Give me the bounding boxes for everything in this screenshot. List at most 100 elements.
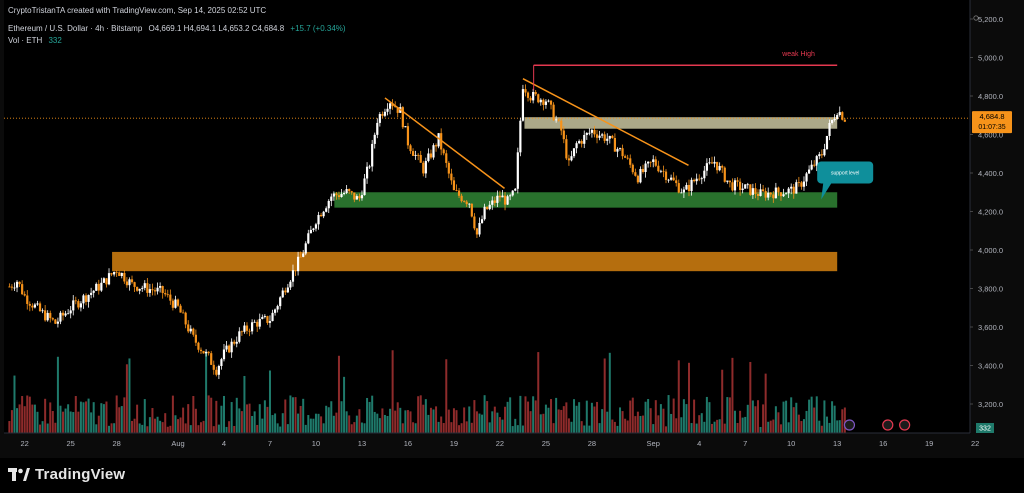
candle-body [15,281,19,288]
volume-bar [312,418,315,433]
candle-body [378,114,381,123]
trendline-1 [384,97,505,189]
volume-bar [698,415,701,433]
candle-body [659,170,662,172]
candle-body [205,351,208,354]
volume-bar [256,424,259,433]
price-tick-label: 5,000.0 [978,54,1003,63]
candle-body [841,112,844,120]
candle-body [526,92,530,98]
candle-body [330,196,333,201]
candle-body [33,304,37,308]
candle-body [184,312,187,325]
candle-body [182,312,185,314]
candle-body [202,351,205,354]
volume-bar [10,410,13,433]
candle-body [616,148,619,152]
volume-bar [325,405,328,433]
volume-bar [562,406,565,433]
volume-bar [700,413,703,433]
candle-body [703,170,706,179]
candle-body [585,132,588,135]
candle-body [210,353,213,365]
time-tick-label: 10 [312,439,320,448]
price-tick-label: 5,200.0 [978,15,1003,24]
candle-body [483,206,486,220]
price-tick-label: 4,200.0 [978,208,1003,217]
candle-body [784,193,788,195]
volume-bar [41,421,44,433]
volume-bar [363,423,366,433]
volume-bar [657,415,660,433]
price-chart[interactable]: weak High support level 5,200.0 5,000.0 4,80… [0,0,1024,458]
candle-body [457,190,461,196]
candle-body [194,334,197,343]
candle-body [751,188,754,195]
candle-body [723,167,726,182]
candle-body [113,271,116,275]
tradingview-brand[interactable]: TradingView [8,466,125,483]
volume-bar [739,410,742,433]
volume-bar [831,401,834,433]
volume-bar [136,404,139,433]
volume-bar [72,412,75,433]
volume-bar [624,418,627,433]
volume-bar [539,414,542,433]
volume-bar [823,400,826,433]
candle-body [465,201,468,205]
candle-body [687,184,691,192]
candle-body [348,189,351,192]
volume-bar [284,399,287,433]
candle-body [266,316,269,323]
volume-bar [125,364,128,433]
candle-body [792,186,795,194]
volume-bar [202,420,205,433]
candle-body [437,133,440,147]
volume-bar [585,400,588,433]
time-tick-label: 22 [971,439,979,448]
candle-body [97,283,100,291]
volume-bar [77,411,80,433]
volume-bar [588,425,591,433]
volume-bar [733,410,736,433]
volume-bar [634,416,637,433]
volume-bar [445,359,448,433]
candle-body [511,190,514,196]
volume-bar [373,411,376,433]
candle-body [250,322,254,332]
ohlc-values: O4,669.1 H4,694.1 L4,653.2 C4,684.8 [148,24,285,33]
volume-bar [154,418,157,433]
volume-bar [662,408,665,433]
candle-body [161,286,164,294]
time-axis: 22 25 28 Aug 4 7 10 13 16 19 22 25 28 Sep 4 7 10 13 16 19 22 [4,419,979,448]
symbol-legend[interactable]: Ethereum / U.S. Dollar · 4h · Bitstamp O… [8,24,346,33]
volume-bar [220,405,223,433]
volume-bar [307,415,310,433]
time-tick-label: 10 [787,439,795,448]
volume-bar [777,412,780,433]
volume-bar [332,415,335,433]
volume-bar [473,400,476,433]
volume-bar [521,425,524,433]
candle-body [519,120,522,153]
volume-bar [120,406,123,433]
candle-body [677,183,680,193]
candle-body [603,134,606,141]
candle-body [261,317,264,319]
volume-bar [281,413,284,433]
volume-bar [815,396,818,433]
time-tick-label: 16 [879,439,887,448]
volume-bar [843,407,846,433]
support-callout: support level [817,161,874,200]
volume-bar [199,422,202,433]
candle-body [284,290,287,293]
candle-body [503,195,507,205]
volume-bar [736,422,739,433]
weak-high-label: weak High [781,51,815,58]
candle-body [830,119,834,124]
volume-legend[interactable]: Vol · ETH 332 [8,36,62,45]
candle-body [810,164,813,170]
volume-bar [276,423,279,433]
candle-body [654,159,657,166]
volume-bar [764,373,767,433]
